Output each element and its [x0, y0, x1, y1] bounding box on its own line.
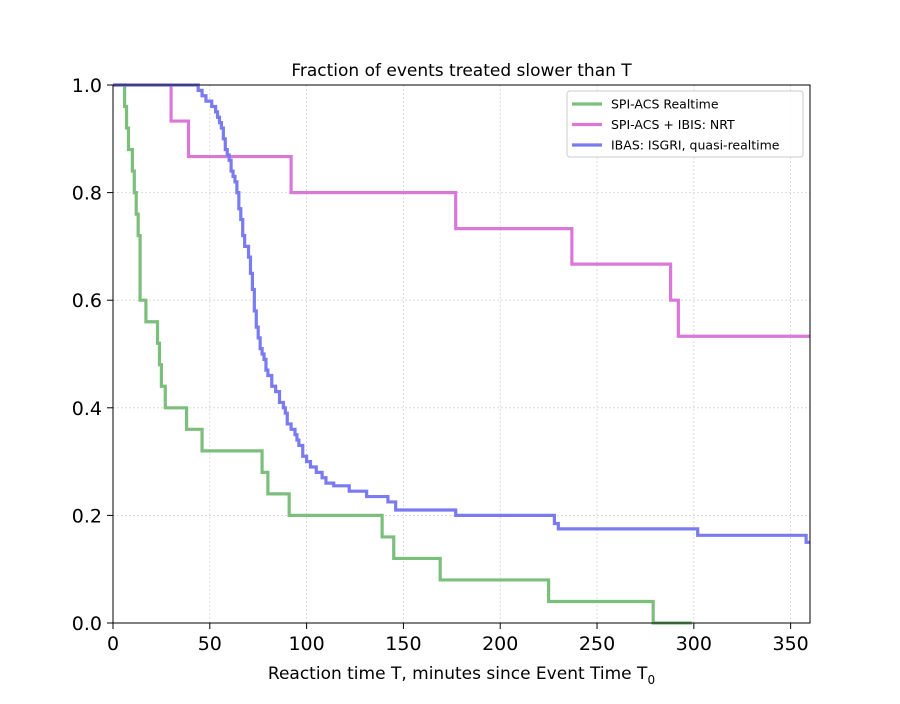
legend-box [566, 90, 804, 158]
series-line-3 [113, 83, 810, 544]
x-axis-label: Reaction time T, minutes since Event Tim… [268, 664, 655, 687]
plot-frame [112, 84, 811, 624]
x-tick-label: 150 [385, 633, 421, 655]
legend: SPI-ACS Realtime SPI-ACS + IBIS: NRT IBAS:… [566, 90, 804, 158]
x-tick-label: 50 [198, 633, 222, 655]
y-tick-label: 0.6 [72, 290, 102, 312]
x-tick-label: 350 [773, 633, 809, 655]
x-tick-label: 0 [107, 633, 119, 655]
x-tick-label: 100 [288, 633, 324, 655]
legend-label: SPI-ACS + IBIS: NRT [611, 117, 735, 132]
y-tick-label: 0.8 [72, 183, 102, 205]
chart-title: Fraction of events treated slower than T [291, 61, 632, 81]
series-line-1 [113, 83, 692, 625]
series-layer [113, 83, 810, 625]
x-axis-label-main: Reaction time T, minutes since Event Tim… [268, 664, 648, 684]
y-tick-label: 0.4 [72, 398, 102, 420]
legend-label: SPI-ACS Realtime [611, 97, 719, 112]
x-tick-label: 250 [579, 633, 615, 655]
y-tick-label: 0.2 [72, 505, 102, 527]
y-tick-label: 1.0 [72, 75, 102, 97]
x-axis-label-subscript: 0 [647, 673, 655, 687]
x-tick-label: 200 [482, 633, 518, 655]
grid-layer [113, 85, 810, 623]
series-line-2 [113, 83, 810, 338]
x-tick-label: 300 [676, 633, 712, 655]
legend-label: IBAS: ISGRI, quasi-realtime [611, 138, 780, 153]
tick-layer: 0 50 100 150 200 250 300 350 0.0 0.2 0.4 0.6 0.8 1.0 [72, 75, 809, 655]
y-tick-label: 0.0 [72, 613, 102, 635]
